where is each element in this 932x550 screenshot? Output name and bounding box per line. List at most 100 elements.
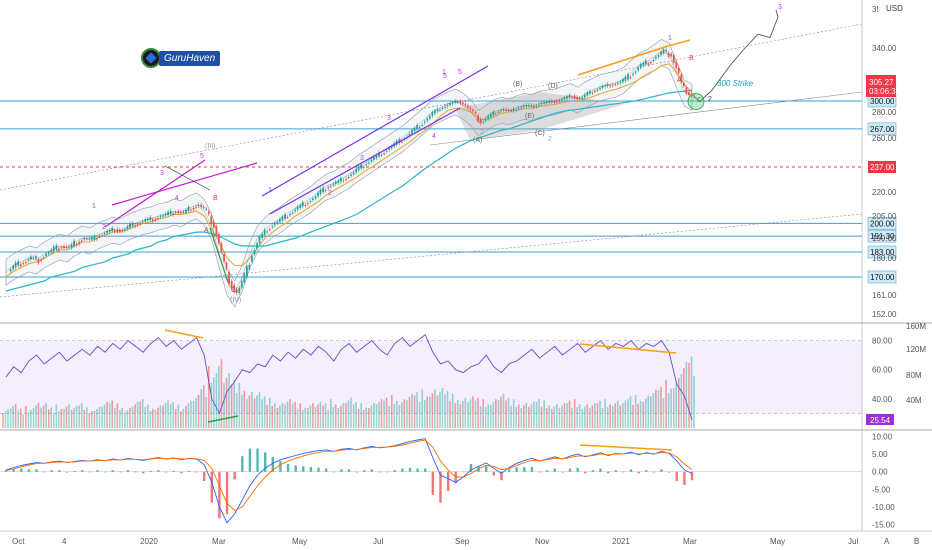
wave-label: (B) bbox=[513, 81, 522, 88]
volume-bar bbox=[352, 404, 355, 428]
volume-bar bbox=[129, 408, 131, 428]
candle-body bbox=[423, 121, 426, 123]
volume-bar bbox=[27, 412, 30, 428]
level-price-tag bbox=[867, 229, 897, 243]
volume-bar bbox=[220, 359, 223, 428]
candle-body bbox=[179, 211, 182, 213]
candle-body bbox=[19, 264, 22, 267]
macd-histogram-bar bbox=[332, 471, 335, 473]
candle-body bbox=[550, 100, 553, 103]
time-axis-tick-label: 4 bbox=[62, 537, 67, 546]
volume-bar bbox=[40, 407, 42, 428]
elliott-channel-1-lower bbox=[104, 159, 206, 228]
candle-body bbox=[520, 107, 523, 109]
candle-body bbox=[649, 62, 652, 64]
volume-bar bbox=[93, 411, 96, 428]
volume-bar bbox=[80, 403, 83, 428]
volume-bar bbox=[68, 404, 70, 428]
volume-bar bbox=[637, 404, 639, 428]
candle-body bbox=[545, 102, 548, 104]
volume-bar bbox=[286, 401, 289, 428]
macd-histogram-bar bbox=[111, 470, 114, 472]
candle-body bbox=[601, 85, 604, 88]
volume-bar bbox=[599, 400, 601, 428]
macd-histogram-bar bbox=[675, 471, 678, 481]
volume-bar bbox=[32, 408, 35, 428]
candle-body bbox=[141, 221, 144, 223]
volume-bar bbox=[439, 391, 441, 428]
candle-body bbox=[190, 209, 192, 211]
candle-body bbox=[672, 55, 675, 63]
candle-body bbox=[573, 95, 576, 99]
candle-body bbox=[319, 189, 322, 195]
candle-body bbox=[248, 264, 251, 270]
volume-bar bbox=[680, 374, 683, 428]
bollinger-band bbox=[5, 39, 693, 308]
macd-histogram-bar bbox=[439, 471, 442, 503]
candle-body bbox=[296, 206, 299, 210]
volume-bar bbox=[309, 405, 312, 428]
currency-label[interactable]: USD bbox=[886, 4, 903, 13]
price-trace bbox=[5, 51, 693, 294]
log-scale-button[interactable]: B bbox=[914, 537, 920, 546]
candle-body bbox=[202, 206, 205, 208]
candle-body bbox=[311, 198, 314, 200]
volume-bar bbox=[202, 385, 205, 428]
candle-body bbox=[261, 233, 264, 238]
macd-histogram-bar bbox=[157, 470, 160, 472]
macd-histogram-bar bbox=[492, 471, 496, 476]
candle-body bbox=[9, 269, 12, 272]
volume-bar bbox=[177, 404, 180, 428]
volume-bar bbox=[192, 401, 195, 428]
volume-bar bbox=[634, 395, 637, 428]
candle-body bbox=[538, 104, 540, 106]
candle-body bbox=[35, 256, 37, 259]
candle-body bbox=[134, 225, 136, 227]
candle-body bbox=[233, 285, 236, 291]
macd-histogram-bar bbox=[485, 466, 488, 472]
candle-body bbox=[182, 211, 185, 213]
volume-bar bbox=[538, 399, 540, 428]
candle-body bbox=[187, 207, 190, 212]
macd-histogram-bar bbox=[523, 467, 526, 472]
volume-bar bbox=[561, 405, 563, 428]
candle-body bbox=[388, 148, 391, 150]
price-axis-tick-label: 260.00 bbox=[872, 134, 897, 143]
auto-scale-button[interactable]: A bbox=[884, 537, 890, 546]
volume-bar bbox=[281, 403, 284, 428]
macd-histogram-bar bbox=[233, 471, 236, 480]
volume-bar bbox=[131, 406, 134, 428]
volume-bar bbox=[406, 399, 408, 428]
candle-body bbox=[238, 287, 241, 293]
price-axis-tick-label-top: 3! bbox=[872, 5, 879, 14]
macd-histogram-bar bbox=[35, 469, 38, 472]
macd-histogram-bar bbox=[355, 471, 358, 473]
candle-body bbox=[136, 224, 139, 226]
volume-bar bbox=[652, 393, 655, 428]
candle-body bbox=[47, 252, 50, 254]
candle-body bbox=[594, 90, 596, 92]
candle-body bbox=[116, 229, 119, 233]
elliott-channel-2-upper bbox=[261, 65, 489, 197]
candle-body bbox=[42, 257, 45, 259]
volume-bar bbox=[268, 397, 271, 428]
macd-histogram-bar bbox=[591, 470, 595, 472]
volume-bar bbox=[322, 405, 324, 428]
candle-body bbox=[251, 255, 253, 262]
candle-body bbox=[299, 205, 302, 208]
volume-bar bbox=[296, 409, 299, 428]
volume-bar bbox=[88, 413, 91, 428]
candle-body bbox=[113, 230, 116, 232]
volume-bar bbox=[98, 406, 101, 428]
price-axis-tick-label: 161.00 bbox=[872, 291, 897, 300]
elliott-channel-2-lower bbox=[269, 107, 461, 215]
candle-body bbox=[535, 106, 538, 108]
macd-histogram-bar bbox=[347, 469, 351, 472]
volume-bar bbox=[408, 396, 411, 428]
volume-bar bbox=[690, 356, 693, 428]
macd-histogram-bar bbox=[126, 470, 130, 472]
volume-bar bbox=[301, 410, 304, 428]
volume-bar bbox=[510, 406, 512, 428]
wave-label: 4 bbox=[175, 195, 179, 202]
